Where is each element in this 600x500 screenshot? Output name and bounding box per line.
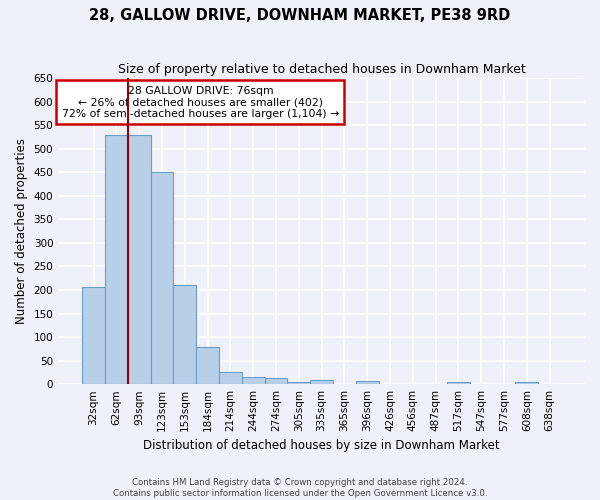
Bar	[265, 378, 287, 384]
Bar	[173, 286, 196, 384]
Bar	[287, 382, 310, 384]
Bar	[515, 382, 538, 384]
Text: 28 GALLOW DRIVE: 76sqm
← 26% of detached houses are smaller (402)
72% of semi-de: 28 GALLOW DRIVE: 76sqm ← 26% of detached…	[62, 86, 339, 119]
Bar	[196, 348, 219, 384]
Bar	[447, 382, 470, 384]
Bar	[105, 134, 128, 384]
Bar	[82, 286, 105, 384]
Bar	[151, 172, 173, 384]
Bar	[242, 377, 265, 384]
Bar	[128, 134, 151, 384]
X-axis label: Distribution of detached houses by size in Downham Market: Distribution of detached houses by size …	[143, 440, 500, 452]
Y-axis label: Number of detached properties: Number of detached properties	[15, 138, 28, 324]
Bar	[310, 380, 333, 384]
Bar	[219, 372, 242, 384]
Bar	[356, 381, 379, 384]
Title: Size of property relative to detached houses in Downham Market: Size of property relative to detached ho…	[118, 62, 526, 76]
Text: Contains HM Land Registry data © Crown copyright and database right 2024.
Contai: Contains HM Land Registry data © Crown c…	[113, 478, 487, 498]
Text: 28, GALLOW DRIVE, DOWNHAM MARKET, PE38 9RD: 28, GALLOW DRIVE, DOWNHAM MARKET, PE38 9…	[89, 8, 511, 22]
